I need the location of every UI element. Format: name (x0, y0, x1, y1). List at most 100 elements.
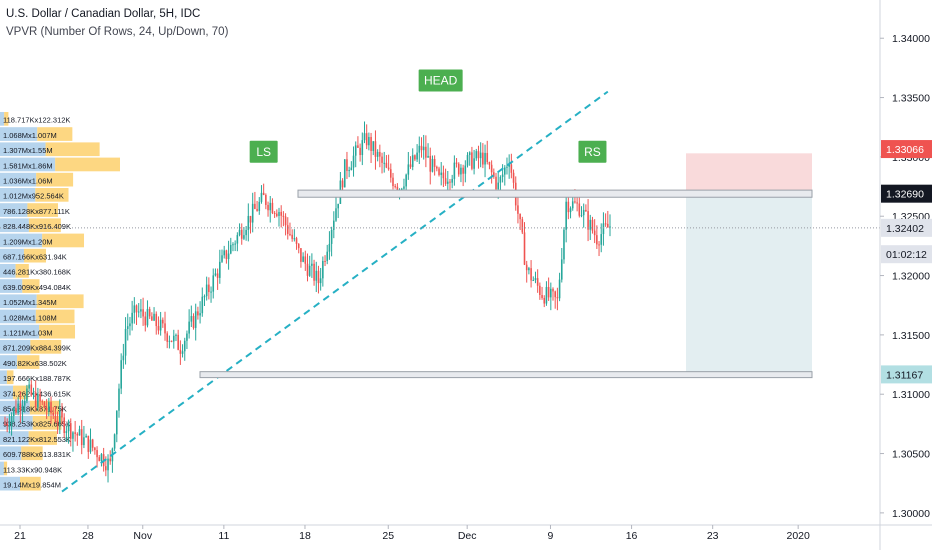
candle-body (72, 432, 74, 439)
x-tick-label: 23 (707, 530, 719, 542)
candle-body (431, 158, 434, 172)
candle-body (550, 288, 552, 298)
candle-body (164, 323, 166, 334)
candle-body (286, 225, 289, 234)
price-badge (881, 140, 932, 159)
vp-row-label: 118.717Kx122.312K (3, 116, 70, 125)
vp-bar-up (0, 127, 38, 141)
candle-body (63, 417, 65, 433)
candle-body (87, 435, 90, 452)
candle-body (482, 152, 484, 165)
candle-body (267, 204, 269, 211)
candle-body (484, 152, 486, 165)
candle-body (442, 172, 445, 179)
candle-body (227, 253, 230, 260)
vp-bar-down (35, 188, 69, 202)
candle-body (78, 429, 81, 436)
candle-body (346, 159, 348, 171)
candle-body (131, 312, 133, 324)
candle-body (56, 421, 59, 423)
candle-body (135, 305, 138, 313)
vp-bar-down (32, 416, 62, 430)
vp-row-label: 1.036Mx1.06M (3, 177, 53, 186)
candle-body (43, 402, 46, 408)
candle-body (587, 211, 589, 230)
candle-body (392, 177, 394, 187)
candle-body (284, 216, 287, 226)
vp-bar-down (3, 461, 8, 476)
candle-body (464, 165, 467, 174)
vp-row-label: 113.33Kx90.948K (3, 465, 62, 474)
vp-bar-down (15, 264, 29, 278)
candle-body (343, 159, 346, 188)
candle-body (479, 152, 482, 159)
support-zone (199, 371, 813, 379)
candle-body (120, 360, 122, 389)
candle-body (460, 167, 462, 175)
price-badge-label: 1.31167 (886, 369, 923, 381)
candle-body (486, 152, 489, 163)
candle-body (229, 244, 232, 254)
candle-body (409, 164, 412, 167)
candle-body (436, 166, 438, 169)
candle-body (12, 408, 15, 416)
candle-body (293, 238, 296, 240)
candle-body (471, 152, 473, 169)
candle-body (328, 243, 331, 252)
candle-body (212, 275, 215, 292)
candle-body (107, 458, 109, 471)
candle-body (446, 181, 449, 184)
resistance-zone (297, 189, 813, 198)
target-zone (686, 197, 812, 375)
vp-bar-up (0, 340, 31, 354)
price-badge-label: 1.32690 (886, 189, 924, 201)
vp-row-label: 1.028Mx1.108M (3, 313, 57, 322)
candle-body (170, 340, 173, 342)
pattern-label: LS (256, 145, 271, 159)
vp-bar-up (0, 461, 4, 476)
candle-body (225, 250, 228, 260)
vp-bar-down (6, 370, 14, 385)
candle-body (552, 288, 554, 292)
candle-body (157, 326, 160, 331)
vp-row-label: 687.166Kx631.94K (3, 253, 67, 262)
vp-bar-down (23, 248, 47, 263)
candle-body (333, 220, 335, 230)
candle-body (126, 326, 129, 329)
candle-body (197, 311, 199, 316)
candle-body (488, 162, 491, 165)
candle-body (414, 155, 416, 160)
candle-body (247, 215, 250, 230)
vp-bar-down (22, 279, 40, 293)
candle-body (427, 155, 429, 158)
candle-body (438, 168, 440, 175)
vp-bar-up (0, 218, 29, 233)
candle-body (512, 172, 515, 183)
candle-body (166, 333, 169, 342)
candle-body (221, 255, 223, 262)
vp-row-label: 786.128Kx877.111K (3, 207, 70, 216)
vp-row-label: 19.14Mx19.854M (3, 481, 61, 490)
vp-row-label: 490.82Kx638.502K (3, 359, 67, 368)
vp-bar-up (0, 385, 14, 400)
candle-body (311, 263, 313, 266)
candle-body (536, 278, 539, 286)
candle-body (607, 223, 609, 228)
candle-body (243, 235, 245, 239)
candle-body (317, 270, 320, 284)
candle-body (425, 146, 427, 158)
y-tick-label: 1.34000 (892, 33, 930, 45)
candle-body (192, 316, 195, 328)
candle-body (249, 215, 252, 223)
candle-body (403, 186, 405, 189)
candle-body (146, 308, 149, 326)
candle-body (556, 297, 559, 299)
candle-body (45, 407, 48, 411)
candle-body (271, 202, 274, 213)
candle-body (418, 145, 421, 153)
vp-bar-down (37, 127, 73, 141)
candle-body (315, 270, 318, 281)
candle-body (32, 392, 35, 395)
candle-body (457, 163, 460, 175)
